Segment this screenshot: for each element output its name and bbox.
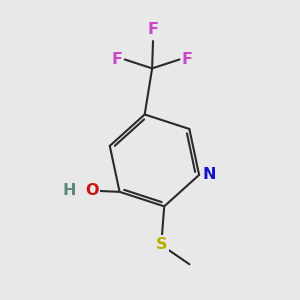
Text: S: S (155, 238, 167, 253)
Text: F: F (111, 52, 122, 67)
Text: F: F (182, 52, 193, 67)
Text: H: H (63, 183, 76, 198)
Text: O: O (85, 183, 98, 198)
Text: F: F (148, 22, 158, 38)
Text: N: N (203, 167, 217, 182)
